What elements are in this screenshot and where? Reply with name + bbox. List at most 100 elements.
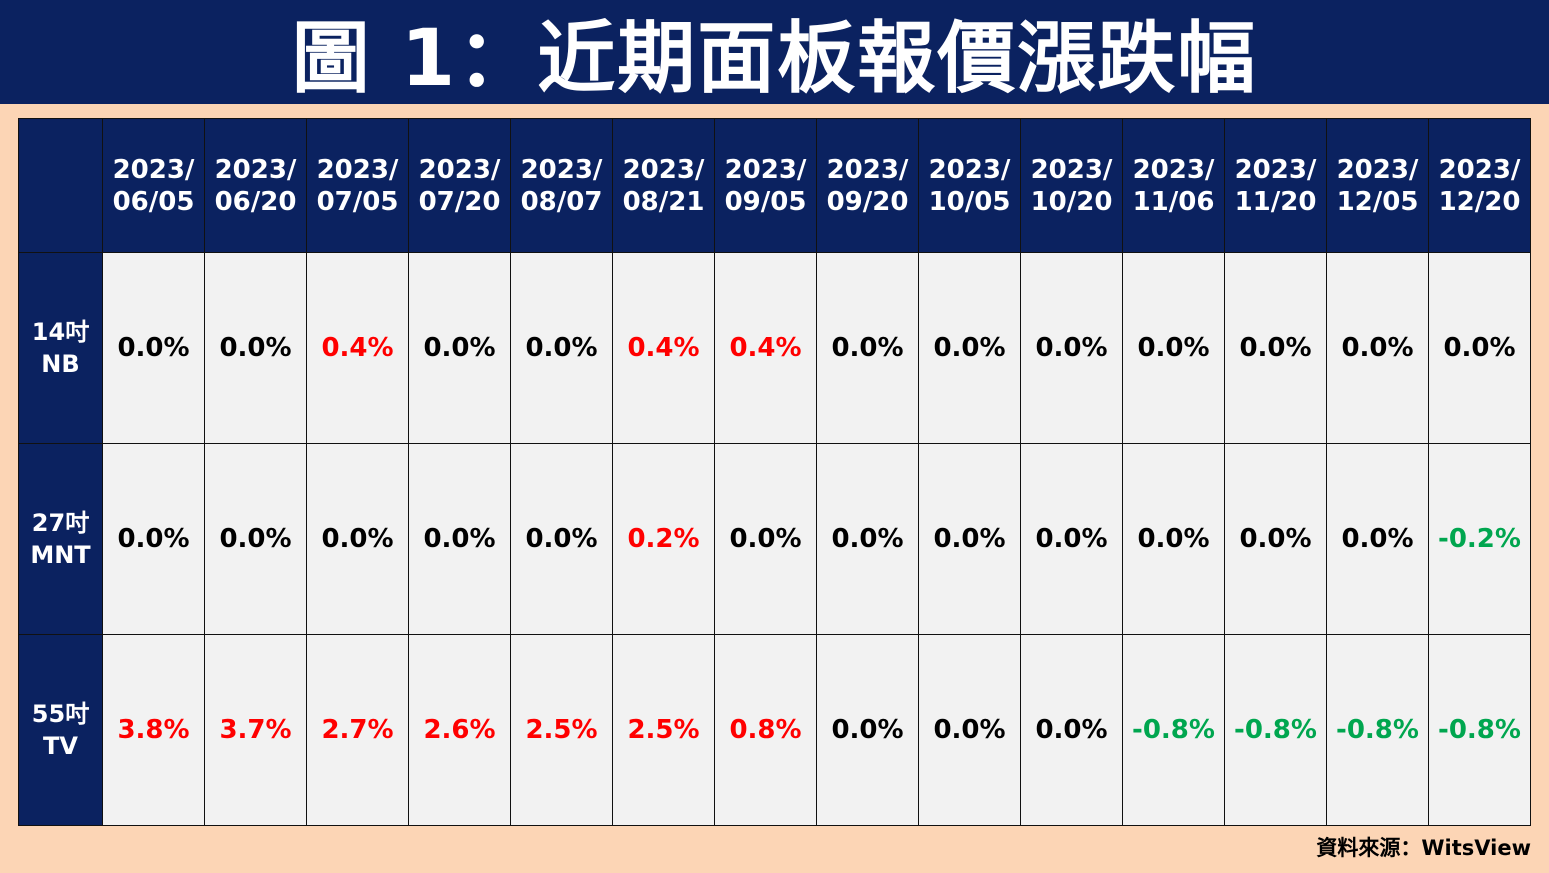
- value-cell: 0.0%: [816, 443, 919, 635]
- value-cell: 0.0%: [1122, 252, 1225, 444]
- value-cell: 0.0%: [1224, 252, 1327, 444]
- column-header-date: 09/05: [724, 186, 807, 217]
- value-cell: 0.0%: [1224, 443, 1327, 635]
- table-row: 55吋 TV 3.8% 3.7% 2.7% 2.6% 2.5% 2.5% 0.8% 0.0% 0.0…: [18, 634, 1531, 826]
- column-header-year: 2023/: [826, 154, 909, 185]
- column-header: 2023/07/05: [306, 118, 409, 253]
- column-header-date: 11/06: [1132, 186, 1215, 217]
- column-header-date: 12/05: [1336, 186, 1419, 217]
- column-header-date: 07/20: [418, 186, 501, 217]
- value-cell: -0.8%: [1326, 634, 1429, 826]
- value-cell: 0.0%: [102, 252, 205, 444]
- column-header-date: 10/05: [928, 186, 1011, 217]
- row-header: 14吋 NB: [18, 252, 103, 444]
- value-cell: 2.5%: [612, 634, 715, 826]
- value-cell: 0.0%: [918, 634, 1021, 826]
- column-header: 2023/10/20: [1020, 118, 1123, 253]
- price-change-table: 2023/06/05 2023/06/20 2023/07/05 2023/07/20…: [18, 118, 1531, 826]
- value-cell: 0.0%: [1428, 252, 1531, 444]
- value-cell: -0.8%: [1224, 634, 1327, 826]
- value-cell: 0.0%: [1020, 634, 1123, 826]
- column-header: 2023/12/05: [1326, 118, 1429, 253]
- column-header-year: 2023/: [622, 154, 705, 185]
- header-banner: 圖 1：近期面板報價漲跌幅: [0, 0, 1549, 104]
- table-row: 14吋 NB 0.0% 0.0% 0.4% 0.0% 0.0% 0.4% 0.4% 0.0% 0.0…: [18, 252, 1531, 444]
- column-header-year: 2023/: [1030, 154, 1113, 185]
- value-cell: 2.5%: [510, 634, 613, 826]
- value-cell: 2.6%: [408, 634, 511, 826]
- value-cell: 0.4%: [612, 252, 715, 444]
- value-cell: -0.8%: [1122, 634, 1225, 826]
- row-header: 27吋 MNT: [18, 443, 103, 635]
- column-header: 2023/11/06: [1122, 118, 1225, 253]
- value-cell: 0.2%: [612, 443, 715, 635]
- value-cell: 0.0%: [918, 443, 1021, 635]
- value-cell: 0.4%: [714, 252, 817, 444]
- value-cell: 0.0%: [408, 252, 511, 444]
- row-header-type: TV: [43, 732, 78, 760]
- column-header-date: 07/05: [316, 186, 399, 217]
- column-header-year: 2023/: [928, 154, 1011, 185]
- column-header-year: 2023/: [214, 154, 297, 185]
- column-header-year: 2023/: [520, 154, 603, 185]
- column-header-year: 2023/: [112, 154, 195, 185]
- value-cell: 0.0%: [408, 443, 511, 635]
- column-header-year: 2023/: [1132, 154, 1215, 185]
- value-cell: -0.2%: [1428, 443, 1531, 635]
- row-header: 55吋 TV: [18, 634, 103, 826]
- column-header-date: 10/20: [1030, 186, 1113, 217]
- column-header-date: 09/20: [826, 186, 909, 217]
- column-header: 2023/08/07: [510, 118, 613, 253]
- value-cell: 0.0%: [204, 443, 307, 635]
- column-header: 2023/12/20: [1428, 118, 1531, 253]
- column-header-date: 08/07: [520, 186, 603, 217]
- value-cell: 0.0%: [714, 443, 817, 635]
- value-cell: 0.0%: [816, 252, 919, 444]
- value-cell: 2.7%: [306, 634, 409, 826]
- row-header-type: MNT: [30, 541, 91, 569]
- source-note: 資料來源：WitsView: [1316, 836, 1531, 860]
- value-cell: 3.8%: [102, 634, 205, 826]
- row-header-size: 27吋: [31, 509, 90, 537]
- column-header: 2023/06/20: [204, 118, 307, 253]
- value-cell: 0.0%: [1020, 443, 1123, 635]
- column-header: 2023/08/21: [612, 118, 715, 253]
- row-header-type: NB: [41, 350, 80, 378]
- column-header-date: 11/20: [1234, 186, 1317, 217]
- value-cell: 0.0%: [510, 252, 613, 444]
- value-cell: 0.0%: [1122, 443, 1225, 635]
- value-cell: 0.4%: [306, 252, 409, 444]
- corner-cell: [18, 118, 103, 253]
- column-header-year: 2023/: [316, 154, 399, 185]
- value-cell: 0.0%: [1326, 443, 1429, 635]
- row-header-size: 14吋: [31, 318, 90, 346]
- column-header-date: 06/05: [112, 186, 195, 217]
- column-header: 2023/11/20: [1224, 118, 1327, 253]
- column-header-date: 08/21: [622, 186, 705, 217]
- value-cell: 0.0%: [1020, 252, 1123, 444]
- page-title: 圖 1：近期面板報價漲跌幅: [291, 14, 1258, 104]
- table-body: 14吋 NB 0.0% 0.0% 0.4% 0.0% 0.0% 0.4% 0.4% 0.0% 0.0…: [18, 252, 1531, 826]
- row-header-size: 55吋: [31, 700, 90, 728]
- column-header-year: 2023/: [1438, 154, 1521, 185]
- value-cell: -0.8%: [1428, 634, 1531, 826]
- column-header: 2023/06/05: [102, 118, 205, 253]
- column-header-date: 06/20: [214, 186, 297, 217]
- value-cell: 0.0%: [306, 443, 409, 635]
- column-header: 2023/09/20: [816, 118, 919, 253]
- value-cell: 3.7%: [204, 634, 307, 826]
- table-header-row: 2023/06/05 2023/06/20 2023/07/05 2023/07/20…: [18, 118, 1531, 253]
- value-cell: 0.0%: [816, 634, 919, 826]
- column-header: 2023/07/20: [408, 118, 511, 253]
- column-header: 2023/10/05: [918, 118, 1021, 253]
- column-header: 2023/09/05: [714, 118, 817, 253]
- column-header-year: 2023/: [1336, 154, 1419, 185]
- value-cell: 0.0%: [204, 252, 307, 444]
- value-cell: 0.0%: [510, 443, 613, 635]
- value-cell: 0.0%: [102, 443, 205, 635]
- column-header-year: 2023/: [724, 154, 807, 185]
- column-header-year: 2023/: [418, 154, 501, 185]
- table-row: 27吋 MNT 0.0% 0.0% 0.0% 0.0% 0.0% 0.2% 0.0% 0.0% 0.…: [18, 443, 1531, 635]
- value-cell: 0.0%: [1326, 252, 1429, 444]
- value-cell: 0.8%: [714, 634, 817, 826]
